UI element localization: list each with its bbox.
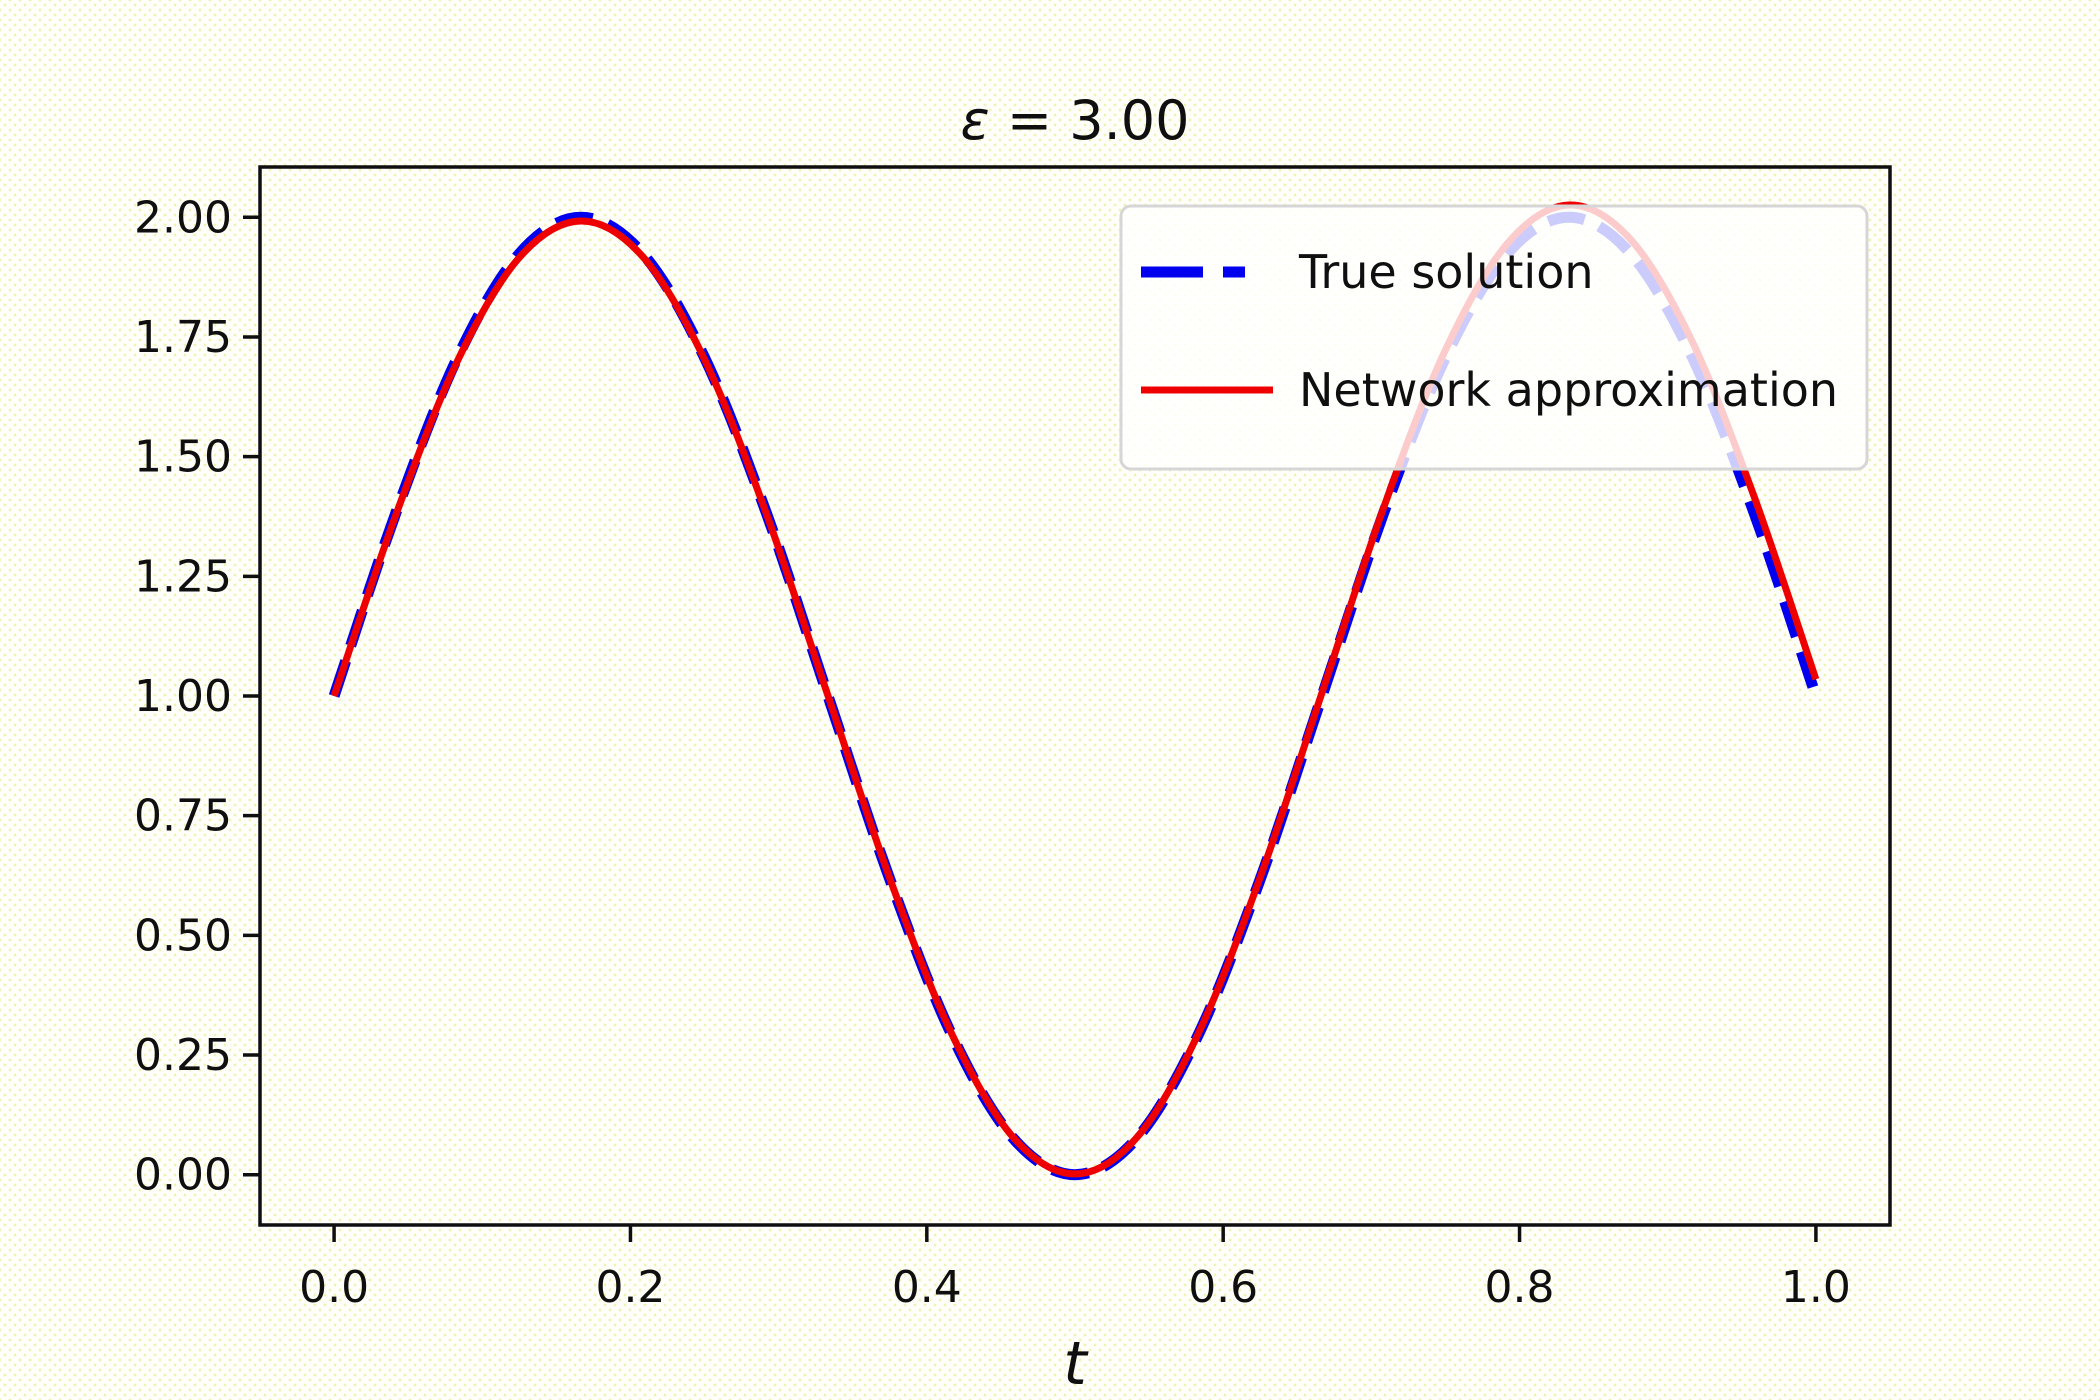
y-tick-label: 1.00 xyxy=(134,671,232,722)
y-tick-label: 1.75 xyxy=(134,312,232,363)
x-tick-label: 0.0 xyxy=(299,1262,369,1313)
y-tick-label: 1.50 xyxy=(134,432,232,483)
y-tick-label: 2.00 xyxy=(134,192,232,243)
legend-item: Network approximation xyxy=(1141,363,1838,417)
y-tick-label: 0.75 xyxy=(134,791,232,842)
legend-label: Network approximation xyxy=(1299,363,1838,417)
x-axis-label: t xyxy=(1063,1329,1089,1399)
x-tick-label: 0.4 xyxy=(892,1262,962,1313)
legend: True solution Network approximation xyxy=(1119,204,1869,471)
legend-label: True solution xyxy=(1298,245,1594,299)
y-tick-label: 1.25 xyxy=(134,551,232,602)
y-tick-label: 0.00 xyxy=(134,1150,232,1201)
x-tick-label: 1.0 xyxy=(1781,1262,1851,1313)
legend-item: True solution xyxy=(1141,245,1594,299)
legend-box xyxy=(1119,204,1869,471)
x-tick-label: 0.6 xyxy=(1188,1262,1258,1313)
x-tick-label: 0.2 xyxy=(595,1262,665,1313)
axes: 0.0 0.2 0.4 0.6 0.8 1.0 0.00 0.25 0.50 0.75 1.00 1.… xyxy=(134,165,1892,1313)
plot-title: ε = 3.00 xyxy=(960,89,1189,152)
y-tick-label: 0.25 xyxy=(134,1030,232,1081)
x-tick-label: 0.8 xyxy=(1485,1262,1555,1313)
y-tick-label: 0.50 xyxy=(134,910,232,961)
